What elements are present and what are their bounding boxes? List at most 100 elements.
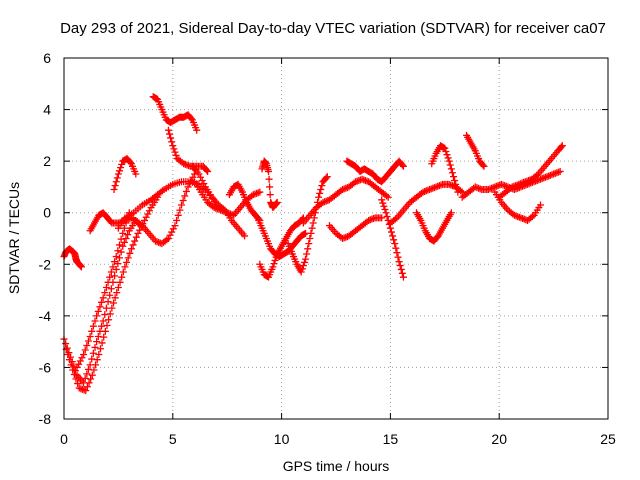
data-point: [480, 162, 488, 170]
data-point: [318, 182, 326, 190]
data-point: [297, 268, 305, 276]
series-track-w: [428, 142, 462, 196]
data-point: [95, 351, 103, 359]
data-point: [305, 240, 313, 248]
data-point: [181, 192, 189, 200]
data-point: [107, 268, 115, 276]
data-point: [393, 249, 401, 257]
x-tick-label: 25: [600, 431, 616, 447]
data-point: [115, 167, 123, 175]
axis-ticks: [63, 57, 609, 420]
data-point: [378, 214, 386, 222]
data-point: [113, 289, 121, 297]
data-point: [92, 361, 100, 369]
data-point: [299, 262, 307, 270]
data-point: [123, 258, 131, 266]
data-point: [134, 219, 142, 227]
data-point: [89, 349, 97, 357]
data-point: [104, 298, 112, 306]
data-point: [113, 174, 121, 182]
series-track-m: [258, 157, 281, 212]
data-point: [132, 170, 140, 178]
data-point: [93, 356, 101, 364]
data-point: [323, 173, 331, 181]
data-point: [106, 291, 114, 299]
data-point: [446, 161, 454, 169]
data-point: [317, 186, 325, 194]
data-point: [112, 253, 120, 261]
plot-frame: [63, 57, 609, 420]
grid: [64, 58, 608, 419]
y-tick-label: 4: [43, 102, 51, 118]
data-point: [533, 171, 541, 179]
data-point: [383, 192, 391, 200]
data-point: [193, 126, 201, 134]
data-point: [90, 366, 98, 374]
data-point: [77, 263, 85, 271]
data-point: [103, 322, 111, 330]
data-point: [126, 249, 134, 257]
data-point: [102, 283, 110, 291]
data-point: [309, 219, 317, 227]
data-point: [300, 258, 308, 266]
data-point: [91, 343, 99, 351]
data-point: [219, 205, 227, 213]
series-track-t: [378, 196, 407, 281]
data-point: [444, 154, 452, 162]
series-track-x: [463, 131, 488, 170]
x-tick-label: 15: [383, 431, 399, 447]
data-point: [195, 170, 203, 178]
data-point: [266, 183, 274, 191]
data-point: [96, 303, 104, 311]
data-point: [101, 327, 109, 335]
data-point: [72, 375, 80, 383]
x-tick-label: 5: [169, 431, 177, 447]
data-point: [144, 210, 152, 218]
data-point: [81, 346, 89, 354]
data-point: [307, 229, 315, 237]
data-point: [67, 361, 75, 369]
data-point: [106, 310, 114, 318]
data-point: [109, 263, 117, 271]
data-point: [398, 161, 406, 169]
data-point: [64, 351, 72, 359]
y-axis-label: SDTVAR / TECUs: [6, 182, 22, 294]
data-point: [395, 258, 403, 266]
series-track-p: [284, 173, 331, 276]
data-point: [114, 170, 122, 178]
data-point: [304, 245, 312, 253]
x-tick-label: 20: [491, 431, 507, 447]
data-point: [271, 256, 279, 264]
data-point: [270, 260, 278, 268]
data-point: [204, 167, 212, 175]
data-point: [380, 202, 388, 210]
series-track-d: [73, 209, 133, 371]
data-point: [170, 145, 178, 153]
data-point: [76, 357, 84, 365]
data-point: [115, 254, 123, 262]
chart-title: Day 293 of 2021, Sidereal Day-to-day VTE…: [60, 20, 606, 37]
y-tick-label: -8: [39, 411, 52, 427]
data-point: [265, 167, 273, 175]
data-point: [451, 176, 459, 184]
data-point: [118, 273, 126, 281]
data-point: [384, 193, 392, 201]
data-point: [197, 173, 205, 181]
data-point: [392, 244, 400, 252]
data-point: [381, 205, 389, 213]
data-point: [322, 174, 330, 182]
data-point: [447, 165, 455, 173]
data-point: [187, 115, 195, 123]
data-point: [176, 206, 184, 214]
series-track-h: [149, 93, 201, 134]
data-point: [119, 229, 127, 237]
data-point: [99, 294, 107, 302]
data-point: [116, 278, 124, 286]
data-point: [394, 253, 402, 261]
series-track-a: [60, 245, 85, 271]
data-point: [114, 247, 122, 255]
y-tick-labels: -8 -6 -4 -2 0 2 4 6: [39, 50, 52, 427]
data-point: [127, 245, 135, 253]
data-point: [134, 229, 142, 237]
data-point: [442, 147, 450, 155]
